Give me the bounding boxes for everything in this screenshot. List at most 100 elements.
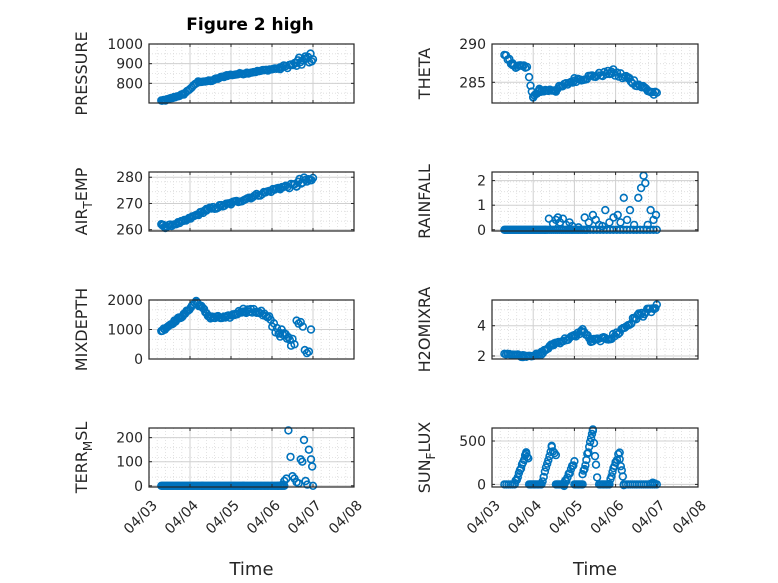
data-point bbox=[584, 218, 593, 227]
y-tick-label: 260 bbox=[116, 223, 143, 239]
y-tick-label: 290 bbox=[459, 37, 486, 53]
data-point bbox=[598, 221, 607, 231]
data-point bbox=[629, 220, 639, 230]
axes-box bbox=[491, 43, 699, 104]
data-point bbox=[625, 205, 635, 215]
data-point bbox=[651, 210, 661, 220]
y-tick-label: 0 bbox=[477, 477, 486, 493]
data-point bbox=[616, 462, 625, 471]
data-point bbox=[554, 337, 563, 347]
y-axis-label: PRESSURE bbox=[72, 31, 91, 115]
data-point bbox=[284, 426, 293, 435]
data-point bbox=[643, 220, 652, 230]
data-point bbox=[607, 472, 616, 481]
y-tick-label: 900 bbox=[116, 57, 143, 73]
y-axis-label: SUNFLUX bbox=[415, 422, 438, 494]
data-point bbox=[568, 78, 577, 87]
data-point bbox=[613, 210, 622, 220]
figure-title: Figure 2 high bbox=[186, 15, 314, 35]
data-point bbox=[584, 448, 593, 457]
data-point bbox=[273, 481, 283, 490]
axes-box bbox=[491, 299, 699, 360]
y-tick-label: 100 bbox=[116, 455, 143, 471]
y-tick-label: 1 bbox=[477, 198, 486, 214]
subplot-1: 800 900 1000 PRESSURE bbox=[72, 31, 355, 116]
subplot-3: 260 270 280 AIRTEMP bbox=[72, 167, 355, 239]
data-series bbox=[157, 296, 316, 358]
data-point bbox=[308, 55, 318, 64]
subplot-2: 285 290 THETA bbox=[415, 37, 699, 104]
axes-box bbox=[491, 427, 699, 488]
data-point bbox=[299, 435, 309, 445]
data-series bbox=[500, 300, 661, 362]
data-point bbox=[563, 473, 572, 482]
axes-box bbox=[148, 427, 355, 488]
data-point bbox=[524, 72, 534, 82]
data-point bbox=[298, 457, 307, 466]
y-tick-label: 2000 bbox=[107, 293, 143, 309]
data-point bbox=[646, 205, 655, 215]
data-point bbox=[588, 426, 598, 435]
data-point bbox=[591, 460, 601, 469]
y-tick-label: 4 bbox=[477, 319, 486, 335]
x-axis-label: Time bbox=[228, 559, 273, 580]
data-point bbox=[303, 480, 312, 489]
y-axis-label: MIXDEPTH bbox=[72, 288, 91, 371]
axes-box bbox=[491, 171, 699, 232]
data-point bbox=[559, 481, 569, 491]
data-point bbox=[622, 215, 632, 225]
data-point bbox=[308, 462, 317, 471]
y-tick-label: 270 bbox=[116, 196, 143, 212]
data-point bbox=[618, 472, 627, 481]
data-point bbox=[609, 213, 618, 222]
data-point bbox=[605, 218, 614, 227]
y-tick-label: 285 bbox=[459, 75, 486, 91]
data-point bbox=[551, 450, 561, 460]
y-axis-label: THETA bbox=[415, 48, 434, 100]
data-point bbox=[553, 213, 563, 222]
data-series bbox=[157, 426, 318, 490]
axes-box bbox=[148, 171, 355, 232]
data-point bbox=[524, 454, 533, 463]
data-point bbox=[652, 88, 661, 97]
y-tick-label: 0 bbox=[477, 223, 486, 239]
data-point bbox=[590, 451, 600, 461]
data-point bbox=[539, 472, 548, 482]
y-tick-label: 2 bbox=[477, 174, 486, 190]
data-series bbox=[500, 171, 661, 235]
data-series bbox=[500, 425, 661, 491]
subplot-6: 2 4 H2OMIXRA bbox=[415, 287, 699, 372]
data-point bbox=[565, 469, 574, 478]
data-point bbox=[298, 322, 307, 331]
data-point bbox=[296, 317, 305, 327]
data-point bbox=[636, 183, 646, 193]
data-point bbox=[581, 461, 590, 470]
data-point bbox=[619, 193, 628, 203]
data-point bbox=[308, 481, 318, 490]
data-series bbox=[500, 50, 661, 102]
data-point bbox=[290, 340, 299, 349]
data-point bbox=[634, 193, 643, 203]
data-point bbox=[562, 476, 571, 486]
y-tick-label: 500 bbox=[459, 434, 486, 450]
data-point bbox=[589, 438, 599, 448]
data-point bbox=[612, 68, 622, 77]
data-point bbox=[538, 477, 547, 486]
data-point bbox=[578, 470, 587, 479]
data-point bbox=[637, 83, 646, 92]
y-axis-label: AIRTEMP bbox=[72, 167, 95, 235]
data-point bbox=[580, 213, 589, 222]
y-tick-label: 280 bbox=[116, 170, 143, 186]
subplot-4: 0 1 2 RAINFALL bbox=[415, 164, 699, 239]
x-axis-label: Time bbox=[572, 559, 617, 580]
data-point bbox=[541, 463, 551, 472]
data-point bbox=[304, 347, 314, 356]
data-point bbox=[286, 452, 295, 462]
data-point bbox=[277, 63, 287, 72]
data-point bbox=[641, 178, 650, 188]
data-point bbox=[522, 62, 532, 72]
data-point bbox=[306, 325, 316, 334]
data-point bbox=[544, 456, 553, 465]
data-point bbox=[652, 225, 661, 235]
